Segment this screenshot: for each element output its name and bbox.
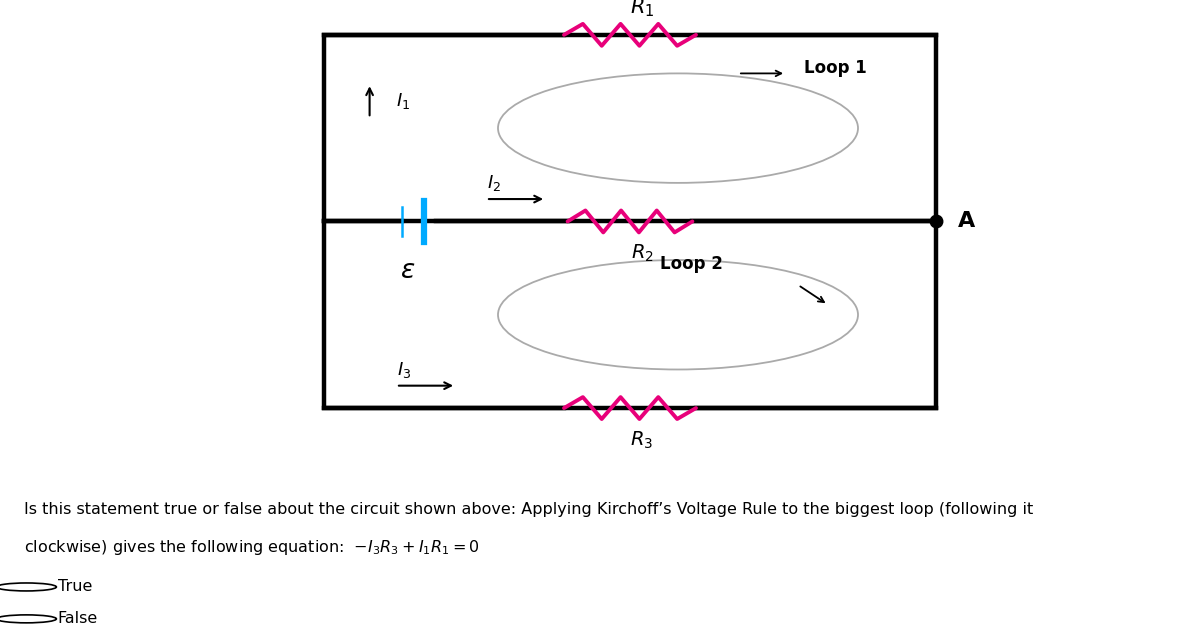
Text: Is this statement true or false about the circuit shown above: Applying Kirchoff: Is this statement true or false about th… bbox=[24, 503, 1033, 517]
Text: False: False bbox=[58, 611, 98, 627]
Text: True: True bbox=[58, 579, 92, 595]
Text: $I_1$: $I_1$ bbox=[396, 91, 410, 111]
Text: $I_3$: $I_3$ bbox=[397, 360, 412, 380]
Text: clockwise) gives the following equation:  $-I_3R_3 + I_1R_1=0$: clockwise) gives the following equation:… bbox=[24, 537, 480, 556]
Text: $R_1$: $R_1$ bbox=[630, 0, 654, 19]
Text: $\varepsilon$: $\varepsilon$ bbox=[401, 258, 415, 284]
Text: $I_2$: $I_2$ bbox=[487, 173, 502, 193]
Text: Loop 2: Loop 2 bbox=[660, 255, 722, 273]
Text: $R_3$: $R_3$ bbox=[630, 430, 654, 451]
Text: Loop 1: Loop 1 bbox=[804, 59, 866, 77]
Text: $R_2$: $R_2$ bbox=[631, 243, 653, 264]
Text: A: A bbox=[958, 211, 974, 232]
